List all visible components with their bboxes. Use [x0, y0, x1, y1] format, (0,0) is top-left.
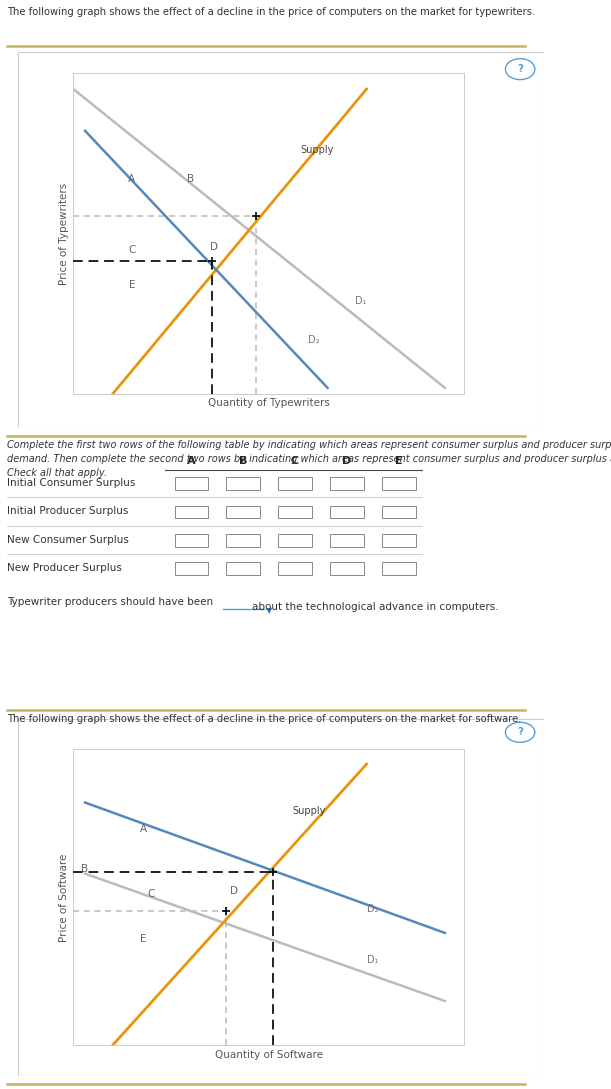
FancyBboxPatch shape	[227, 534, 260, 547]
X-axis label: Quantity of Typewriters: Quantity of Typewriters	[208, 399, 330, 408]
FancyBboxPatch shape	[175, 534, 208, 547]
FancyBboxPatch shape	[18, 52, 544, 427]
Text: B: B	[239, 456, 247, 466]
FancyBboxPatch shape	[382, 534, 415, 547]
FancyBboxPatch shape	[227, 505, 260, 518]
Text: D: D	[342, 456, 351, 466]
Text: E: E	[141, 933, 147, 944]
Text: ?: ?	[517, 64, 523, 74]
Y-axis label: Price of Software: Price of Software	[59, 853, 69, 942]
Text: D₂: D₂	[308, 334, 320, 345]
Text: B: B	[187, 174, 194, 184]
FancyBboxPatch shape	[18, 719, 544, 1076]
Text: ?: ?	[517, 727, 523, 737]
Text: D: D	[210, 242, 218, 252]
Text: Initial Producer Surplus: Initial Producer Surplus	[7, 506, 129, 516]
Text: A: A	[128, 174, 136, 184]
FancyBboxPatch shape	[331, 477, 364, 490]
FancyBboxPatch shape	[279, 562, 312, 575]
Text: ▼: ▼	[266, 605, 273, 614]
Text: Supply: Supply	[292, 806, 326, 817]
FancyBboxPatch shape	[175, 562, 208, 575]
FancyBboxPatch shape	[331, 534, 364, 547]
Text: A: A	[140, 824, 147, 834]
FancyBboxPatch shape	[175, 505, 208, 518]
Text: D₁: D₁	[355, 296, 367, 306]
X-axis label: Quantity of Software: Quantity of Software	[215, 1050, 323, 1060]
Text: New Consumer Surplus: New Consumer Surplus	[7, 535, 129, 544]
FancyBboxPatch shape	[227, 562, 260, 575]
Text: Typewriter producers should have been: Typewriter producers should have been	[7, 597, 213, 607]
Text: A: A	[187, 456, 196, 466]
FancyBboxPatch shape	[382, 477, 415, 490]
Text: C: C	[128, 245, 136, 255]
FancyBboxPatch shape	[175, 477, 208, 490]
Y-axis label: Price of Typewriters: Price of Typewriters	[59, 183, 69, 284]
FancyBboxPatch shape	[331, 505, 364, 518]
FancyBboxPatch shape	[279, 477, 312, 490]
FancyBboxPatch shape	[382, 562, 415, 575]
Text: New Producer Surplus: New Producer Surplus	[7, 563, 122, 573]
Text: D₂: D₂	[367, 904, 378, 914]
Circle shape	[505, 59, 535, 79]
Text: Complete the first two rows of the following table by indicating which areas rep: Complete the first two rows of the follo…	[7, 440, 611, 478]
Text: about the technological advance in computers.: about the technological advance in compu…	[252, 601, 499, 612]
Circle shape	[505, 722, 535, 743]
Text: D: D	[230, 886, 238, 896]
FancyBboxPatch shape	[331, 562, 364, 575]
FancyBboxPatch shape	[279, 505, 312, 518]
Text: E: E	[395, 456, 403, 466]
Text: B: B	[81, 865, 89, 874]
FancyBboxPatch shape	[279, 534, 312, 547]
Text: Initial Consumer Surplus: Initial Consumer Surplus	[7, 478, 136, 488]
Text: Supply: Supply	[300, 145, 334, 156]
FancyBboxPatch shape	[382, 505, 415, 518]
Text: C: C	[148, 890, 155, 900]
Text: C: C	[291, 456, 299, 466]
Text: D₁: D₁	[367, 954, 378, 965]
Text: E: E	[129, 280, 135, 290]
Text: The following graph shows the effect of a decline in the price of computers on t: The following graph shows the effect of …	[7, 7, 536, 17]
Text: The following graph shows the effect of a decline in the price of computers on t: The following graph shows the effect of …	[7, 714, 522, 724]
FancyBboxPatch shape	[227, 477, 260, 490]
